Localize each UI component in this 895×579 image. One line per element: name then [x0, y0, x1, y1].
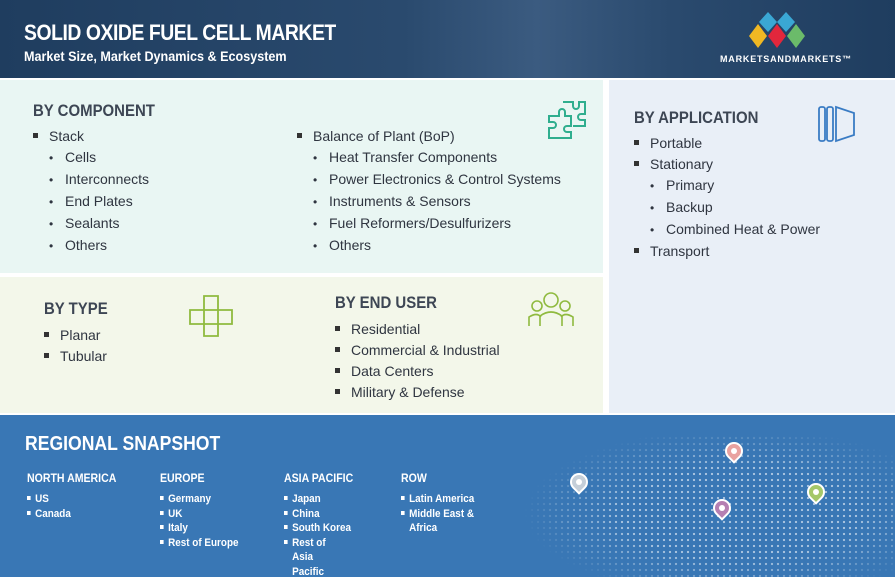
list-item: Backup: [634, 197, 820, 219]
country-item: Rest of Europe: [160, 536, 239, 551]
region-name: ROW: [401, 471, 480, 485]
end-user-list: Residential Commercial & Industrial Data…: [335, 319, 500, 403]
list-item: Transport: [634, 241, 820, 262]
type-list: Planar Tubular: [44, 325, 107, 367]
by-component-panel: BY COMPONENT Stack Cells Interconnects E…: [0, 80, 603, 273]
country-item: Germany: [160, 492, 239, 507]
country-item: Canada: [27, 507, 118, 522]
by-application-title: BY APPLICATION: [634, 108, 758, 128]
regional-title: REGIONAL SNAPSHOT: [25, 433, 220, 456]
header-banner: SOLID OXIDE FUEL CELL MARKET Market Size…: [0, 0, 895, 78]
application-list: Portable Stationary Primary Backup Combi…: [634, 133, 820, 262]
list-item: Planar: [44, 325, 107, 346]
country-item: Latin America: [401, 492, 482, 507]
country-item: South Korea: [284, 521, 356, 536]
country-item: Rest of Asia Pacific: [284, 536, 347, 579]
cubes-icon: [188, 294, 234, 338]
list-item: Others: [297, 235, 561, 257]
region-europe: EUROPE Germany UK Italy Rest of Europe: [160, 471, 247, 550]
logo-text: MARKETSANDMARKETS™: [720, 54, 852, 64]
region-name: ASIA PACIFIC: [284, 471, 354, 485]
region-asia-pacific: ASIA PACIFIC Japan China South Korea Res…: [284, 471, 364, 579]
by-type-title: BY TYPE: [44, 299, 108, 319]
list-item: Tubular: [44, 346, 107, 367]
page-subtitle: Market Size, Market Dynamics & Ecosystem: [24, 48, 287, 64]
list-item: Stack: [33, 126, 149, 147]
country-item: UK: [160, 507, 239, 522]
country-item: Middle East & Africa: [401, 507, 475, 536]
list-item: Fuel Reformers/Desulfurizers: [297, 213, 561, 235]
list-item: Heat Transfer Components: [297, 147, 561, 169]
region-name: EUROPE: [160, 471, 237, 485]
list-item: Instruments & Sensors: [297, 191, 561, 213]
bop-list: Balance of Plant (BoP) Heat Transfer Com…: [297, 126, 561, 257]
by-component-title: BY COMPONENT: [33, 101, 155, 121]
country-item: US: [27, 492, 118, 507]
country-item: China: [284, 507, 356, 522]
list-item: Portable: [634, 133, 820, 154]
list-item: Combined Heat & Power: [634, 219, 820, 241]
list-item: Balance of Plant (BoP): [297, 126, 561, 147]
country-item: Japan: [284, 492, 356, 507]
by-type-enduser-panel: BY TYPE Planar Tubular BY END USER Resid…: [0, 277, 603, 413]
list-item: Interconnects: [33, 169, 149, 191]
country-item: Italy: [160, 521, 239, 536]
list-item: Residential: [335, 319, 500, 340]
list-item: Cells: [33, 147, 149, 169]
panels-icon: [818, 105, 856, 143]
region-row: ROW Latin America Middle East & Africa: [401, 471, 491, 536]
list-item: Commercial & Industrial: [335, 340, 500, 361]
stack-list: Stack Cells Interconnects End Plates Sea…: [33, 126, 149, 257]
region-north-america: NORTH AMERICA US Canada: [27, 471, 129, 521]
marketsandmarkets-logo: MARKETSANDMARKETS™: [720, 12, 860, 67]
by-end-user-title: BY END USER: [335, 293, 437, 313]
page-title: SOLID OXIDE FUEL CELL MARKET: [24, 20, 336, 46]
list-item: Power Electronics & Control Systems: [297, 169, 561, 191]
list-item: Others: [33, 235, 149, 257]
list-item: Sealants: [33, 213, 149, 235]
list-item: Data Centers: [335, 361, 500, 382]
list-item: Stationary: [634, 154, 820, 175]
list-item: Primary: [634, 175, 820, 197]
list-item: End Plates: [33, 191, 149, 213]
regional-snapshot: REGIONAL SNAPSHOT NORTH AMERICA US Canad…: [0, 415, 895, 577]
region-name: NORTH AMERICA: [27, 471, 116, 485]
world-map-dots: [505, 435, 895, 577]
by-application-panel: BY APPLICATION Portable Stationary Prima…: [609, 80, 895, 413]
list-item: Military & Defense: [335, 382, 500, 403]
people-icon: [528, 290, 574, 326]
